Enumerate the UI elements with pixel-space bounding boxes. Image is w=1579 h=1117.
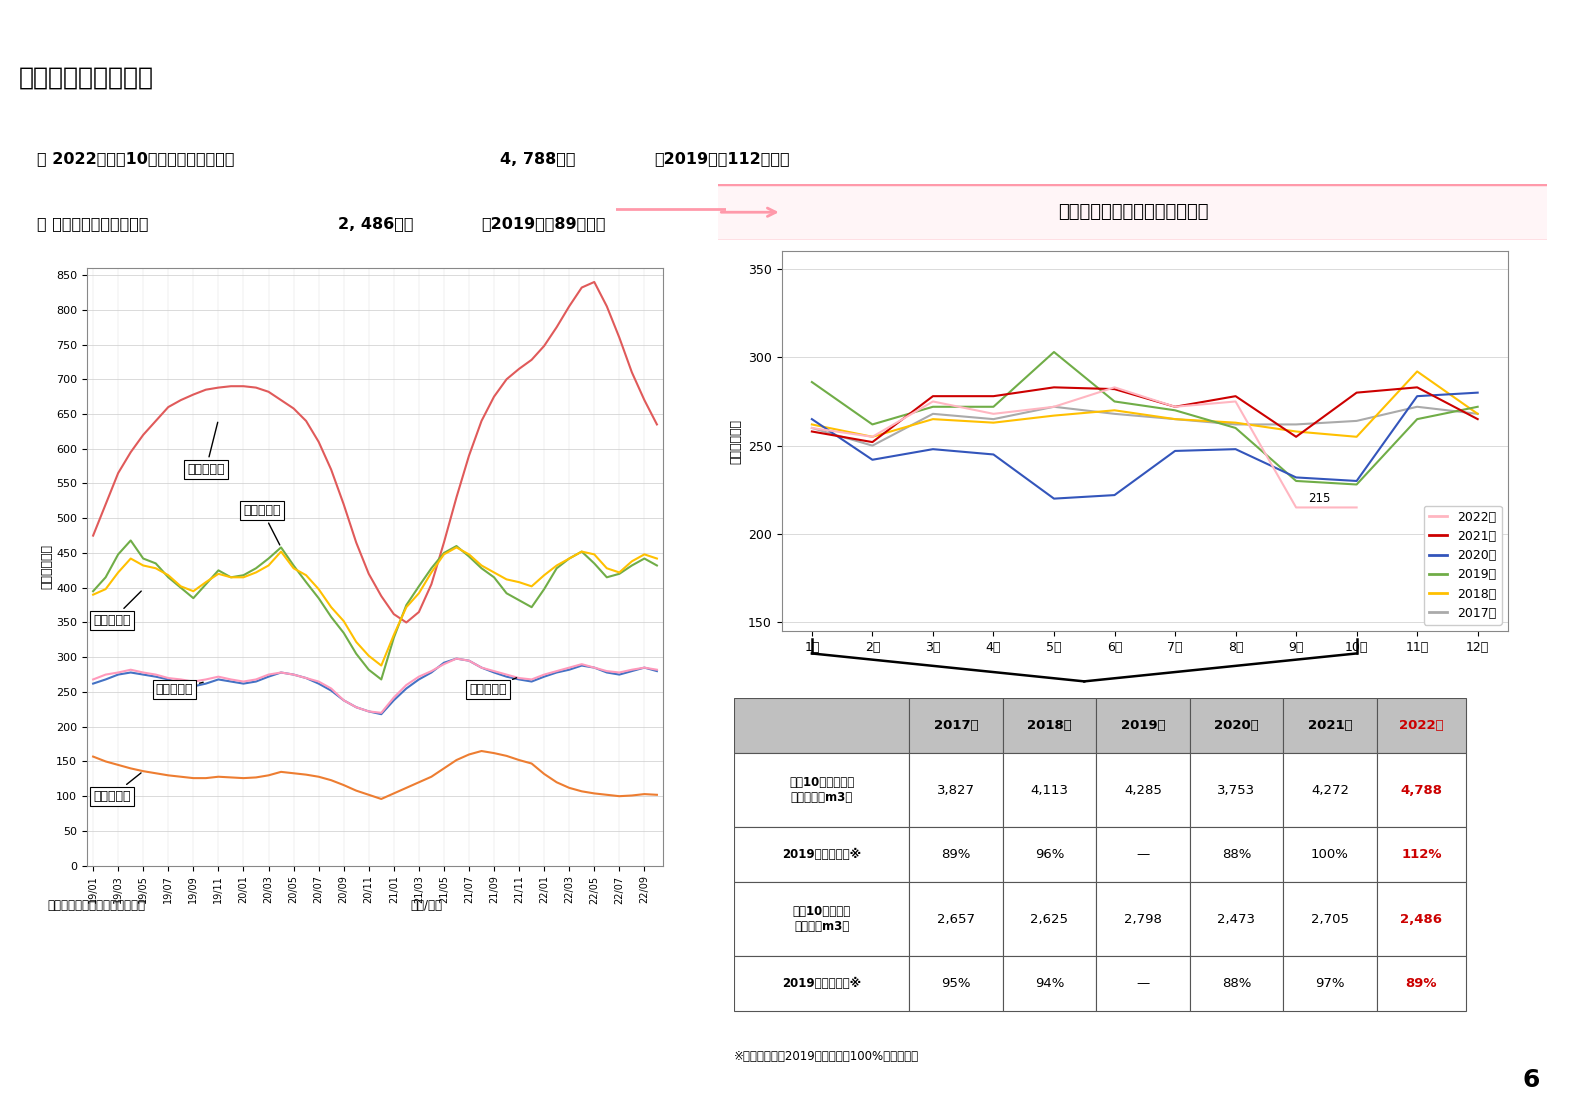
Bar xyxy=(1377,882,1467,956)
Text: 4,272: 4,272 xyxy=(1311,784,1348,796)
Text: 2019年との比較※: 2019年との比較※ xyxy=(782,977,861,991)
Text: 88%: 88% xyxy=(1222,848,1251,861)
Text: １～10月原木入荷
量合計（千m3）: １～10月原木入荷 量合計（千m3） xyxy=(790,776,854,804)
Text: 2019年: 2019年 xyxy=(1121,719,1165,733)
Text: 原木入荷量: 原木入荷量 xyxy=(243,504,281,545)
Text: 4,113: 4,113 xyxy=(1031,784,1069,796)
Bar xyxy=(910,827,1003,882)
Text: 2019年との比較※: 2019年との比較※ xyxy=(782,848,861,861)
Text: 2,473: 2,473 xyxy=(1217,913,1255,926)
Bar xyxy=(1377,698,1467,754)
Bar xyxy=(1189,754,1284,827)
Text: 215: 215 xyxy=(1309,493,1331,505)
Text: 資料：農林水産省「合板統計」: 資料：農林水産省「合板統計」 xyxy=(47,899,145,913)
Text: ※コロナ禍前の2019年の数値を100%とした比較: ※コロナ禍前の2019年の数値を100%とした比較 xyxy=(734,1050,919,1063)
Bar xyxy=(1377,827,1467,882)
Text: —: — xyxy=(1137,977,1150,991)
Text: １～10月出荷量
合計（千m3）: １～10月出荷量 合計（千m3） xyxy=(793,905,851,934)
Bar xyxy=(1003,754,1096,827)
Bar xyxy=(1284,827,1377,882)
Bar xyxy=(1284,698,1377,754)
Bar xyxy=(1003,956,1096,1012)
Text: 100%: 100% xyxy=(1311,848,1348,861)
Text: 4,788: 4,788 xyxy=(1401,784,1442,796)
Text: 89%: 89% xyxy=(1405,977,1437,991)
Bar xyxy=(910,882,1003,956)
Text: （年/月）: （年/月） xyxy=(411,899,442,913)
Text: 2,486: 2,486 xyxy=(1401,913,1442,926)
Text: 2021年: 2021年 xyxy=(1307,719,1352,733)
Text: —: — xyxy=(1137,848,1150,861)
Text: ・ 2022年１～10月の原木の入荷量は: ・ 2022年１～10月の原木の入荷量は xyxy=(38,151,235,165)
Bar xyxy=(1096,882,1189,956)
Bar xyxy=(1377,754,1467,827)
Text: 112%: 112% xyxy=(1401,848,1442,861)
Bar xyxy=(734,956,910,1012)
Text: 88%: 88% xyxy=(1222,977,1251,991)
Text: 合板出荷量: 合板出荷量 xyxy=(156,682,204,696)
Text: 3,827: 3,827 xyxy=(936,784,974,796)
Text: 合板生産量: 合板生産量 xyxy=(469,678,516,696)
Bar xyxy=(1096,827,1189,882)
Bar xyxy=(1284,882,1377,956)
Text: 2017年: 2017年 xyxy=(933,719,977,733)
Bar xyxy=(1189,698,1284,754)
Bar xyxy=(734,882,910,956)
Bar xyxy=(1096,754,1189,827)
Text: 2, 486千㎥: 2, 486千㎥ xyxy=(338,217,414,231)
Text: 2,798: 2,798 xyxy=(1124,913,1162,926)
Bar xyxy=(910,754,1003,827)
Text: 6: 6 xyxy=(1522,1069,1540,1092)
Text: 2022年: 2022年 xyxy=(1399,719,1443,733)
FancyBboxPatch shape xyxy=(3,111,1576,252)
Text: 4, 788千㎥: 4, 788千㎥ xyxy=(501,151,575,165)
Bar xyxy=(1377,956,1467,1012)
Bar xyxy=(910,956,1003,1012)
Text: 2,625: 2,625 xyxy=(1031,913,1069,926)
Bar xyxy=(1189,827,1284,882)
Text: 2018年: 2018年 xyxy=(1026,719,1072,733)
Text: （２）合板（全国）: （２）合板（全国） xyxy=(19,66,153,89)
Text: （2019年比89％）。: （2019年比89％）。 xyxy=(482,217,606,231)
Text: 原木在庫量: 原木在庫量 xyxy=(186,422,224,476)
Text: 合板出荷量の月別推移（全国）: 合板出荷量の月別推移（全国） xyxy=(1058,203,1208,221)
Text: （2019年比112％）。: （2019年比112％）。 xyxy=(654,151,790,165)
Bar xyxy=(910,698,1003,754)
FancyBboxPatch shape xyxy=(711,183,1555,240)
Text: 2,705: 2,705 xyxy=(1311,913,1348,926)
Bar xyxy=(734,754,910,827)
Legend: 2022年, 2021年, 2020年, 2019年, 2018年, 2017年: 2022年, 2021年, 2020年, 2019年, 2018年, 2017年 xyxy=(1424,506,1502,624)
Bar xyxy=(1284,754,1377,827)
Text: 合板在庫量: 合板在庫量 xyxy=(93,773,141,803)
Bar xyxy=(1096,956,1189,1012)
Bar xyxy=(1284,956,1377,1012)
Bar xyxy=(734,827,910,882)
Bar xyxy=(1096,698,1189,754)
Text: 96%: 96% xyxy=(1034,848,1064,861)
Bar xyxy=(734,698,910,754)
Text: ・ 同様に合板の出荷量は: ・ 同様に合板の出荷量は xyxy=(38,217,148,231)
Text: 3,753: 3,753 xyxy=(1217,784,1255,796)
Text: 95%: 95% xyxy=(941,977,971,991)
Text: 4,285: 4,285 xyxy=(1124,784,1162,796)
Bar xyxy=(1003,698,1096,754)
Y-axis label: 数量（千㎥）: 数量（千㎥） xyxy=(729,419,742,464)
Text: 94%: 94% xyxy=(1034,977,1064,991)
Text: 原木消費量: 原木消費量 xyxy=(93,591,141,627)
Text: 97%: 97% xyxy=(1315,977,1345,991)
Bar xyxy=(1003,882,1096,956)
Y-axis label: 数量（千㎥）: 数量（千㎥） xyxy=(39,544,54,590)
Text: 2,657: 2,657 xyxy=(936,913,974,926)
Bar xyxy=(1189,956,1284,1012)
Bar xyxy=(1003,827,1096,882)
Text: 89%: 89% xyxy=(941,848,971,861)
Bar xyxy=(1189,882,1284,956)
Text: 2020年: 2020年 xyxy=(1214,719,1258,733)
